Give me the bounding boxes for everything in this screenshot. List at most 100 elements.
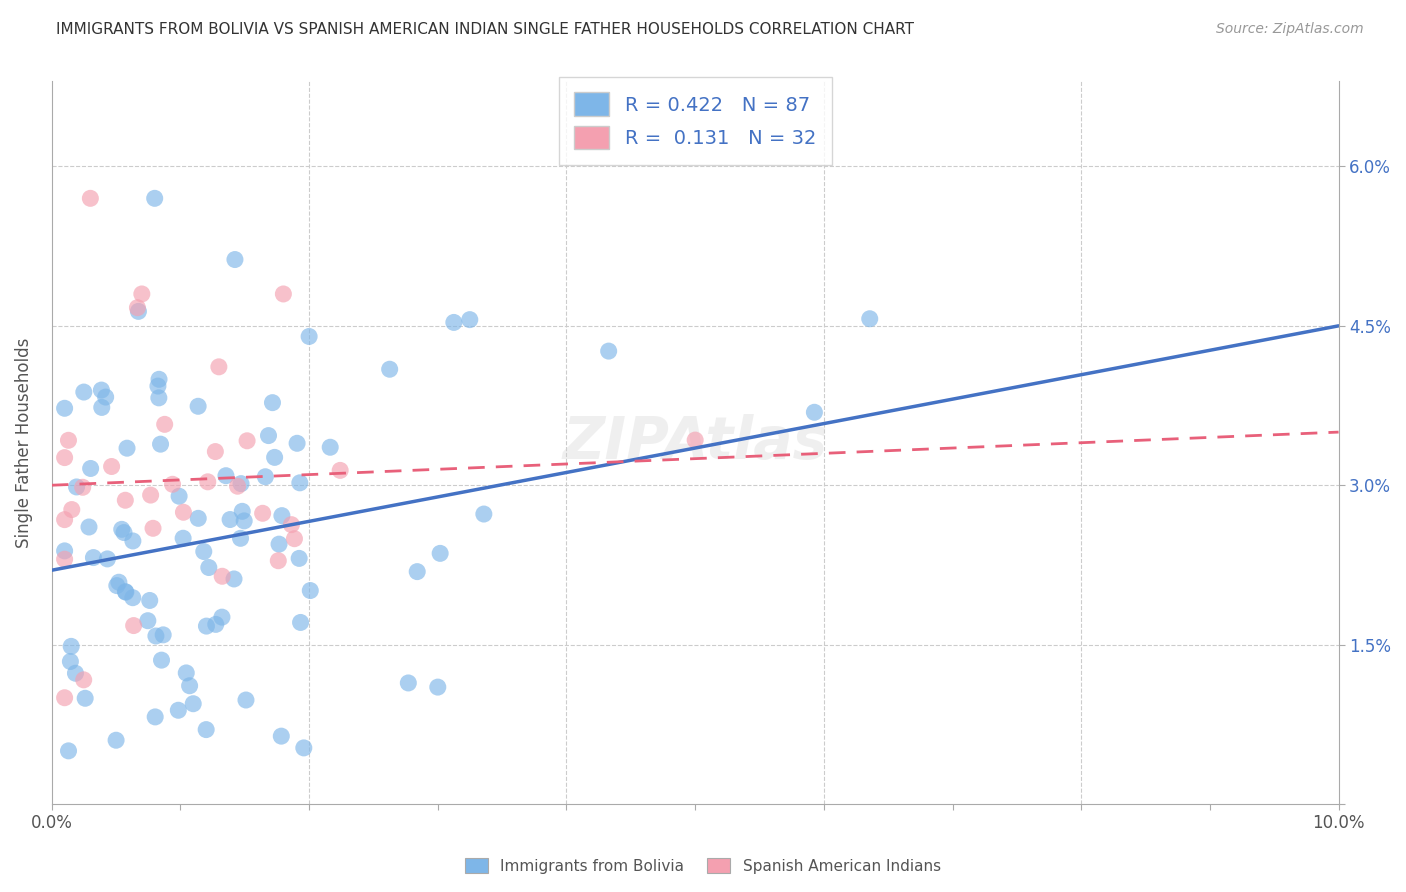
Point (803, 405, 825, 419)
Point (270, 729, 292, 743)
Text: ZIPAtlas: ZIPAtlas (562, 414, 828, 471)
Point (105, 733, 128, 747)
Point (149, 437, 172, 451)
Legend: R = 0.422   N = 87, R =  0.131   N = 32: R = 0.422 N = 87, R = 0.131 N = 32 (558, 77, 832, 165)
Point (58, 744, 80, 758)
Point (231, 504, 253, 518)
Point (219, 512, 242, 526)
Point (111, 522, 134, 536)
Point (229, 476, 252, 491)
Point (94, 390, 117, 404)
Point (229, 531, 252, 545)
Point (285, 436, 308, 450)
Point (270, 508, 292, 523)
Point (73, 385, 96, 400)
Point (204, 617, 226, 632)
Point (112, 525, 135, 540)
Point (195, 619, 218, 633)
Point (396, 676, 419, 690)
Point (127, 304, 149, 318)
Point (262, 395, 284, 409)
Point (82, 550, 104, 565)
Point (139, 488, 162, 502)
Point (60, 502, 83, 516)
Point (211, 569, 233, 583)
Point (142, 521, 165, 535)
Point (263, 450, 285, 465)
Point (193, 544, 215, 558)
Point (283, 532, 305, 546)
Point (187, 511, 209, 525)
Point (90, 401, 112, 415)
Point (226, 479, 249, 493)
Point (53, 552, 76, 566)
Point (267, 554, 290, 568)
Point (252, 506, 274, 520)
Point (174, 665, 197, 680)
Point (96, 552, 118, 566)
Point (683, 433, 706, 447)
Point (443, 315, 465, 329)
Point (267, 537, 290, 551)
Point (299, 583, 322, 598)
Point (105, 579, 128, 593)
Point (292, 740, 315, 755)
Point (122, 533, 145, 548)
Point (143, 191, 166, 205)
Point (53, 513, 76, 527)
Point (122, 618, 145, 632)
Point (319, 440, 342, 454)
Point (859, 311, 882, 326)
Point (114, 493, 136, 508)
Point (138, 593, 160, 607)
Point (236, 434, 259, 448)
Point (598, 344, 620, 359)
Point (215, 468, 238, 483)
Point (59, 655, 82, 669)
Point (152, 628, 174, 642)
Point (208, 359, 231, 374)
Point (162, 477, 184, 491)
Point (167, 703, 190, 717)
Point (329, 463, 352, 477)
Point (121, 591, 143, 605)
Point (378, 362, 401, 376)
Point (115, 441, 138, 455)
Point (65, 480, 87, 494)
Point (167, 489, 190, 503)
Point (60, 640, 83, 654)
Point (53, 401, 76, 416)
Point (187, 399, 209, 413)
Point (136, 614, 159, 628)
Point (224, 252, 246, 267)
Point (298, 329, 321, 343)
Point (197, 475, 219, 489)
Point (458, 312, 481, 326)
Text: Source: ZipAtlas.com: Source: ZipAtlas.com (1216, 22, 1364, 37)
Point (204, 444, 226, 458)
Y-axis label: Single Father Households: Single Father Households (15, 337, 32, 548)
Point (108, 575, 131, 590)
Point (222, 572, 245, 586)
Point (131, 287, 153, 301)
Point (172, 531, 194, 545)
Point (148, 391, 170, 405)
Point (235, 693, 257, 707)
Point (273, 287, 295, 301)
Point (254, 469, 277, 483)
Point (143, 710, 166, 724)
Point (114, 584, 136, 599)
Point (429, 546, 451, 560)
Point (406, 565, 429, 579)
Point (146, 379, 169, 393)
Point (79, 461, 101, 475)
Point (290, 615, 312, 630)
Point (79, 191, 101, 205)
Point (472, 507, 495, 521)
Point (233, 514, 256, 528)
Point (127, 301, 149, 315)
Point (150, 653, 173, 667)
Legend: Immigrants from Bolivia, Spanish American Indians: Immigrants from Bolivia, Spanish America… (460, 852, 946, 880)
Point (53, 450, 76, 465)
Point (90, 383, 112, 397)
